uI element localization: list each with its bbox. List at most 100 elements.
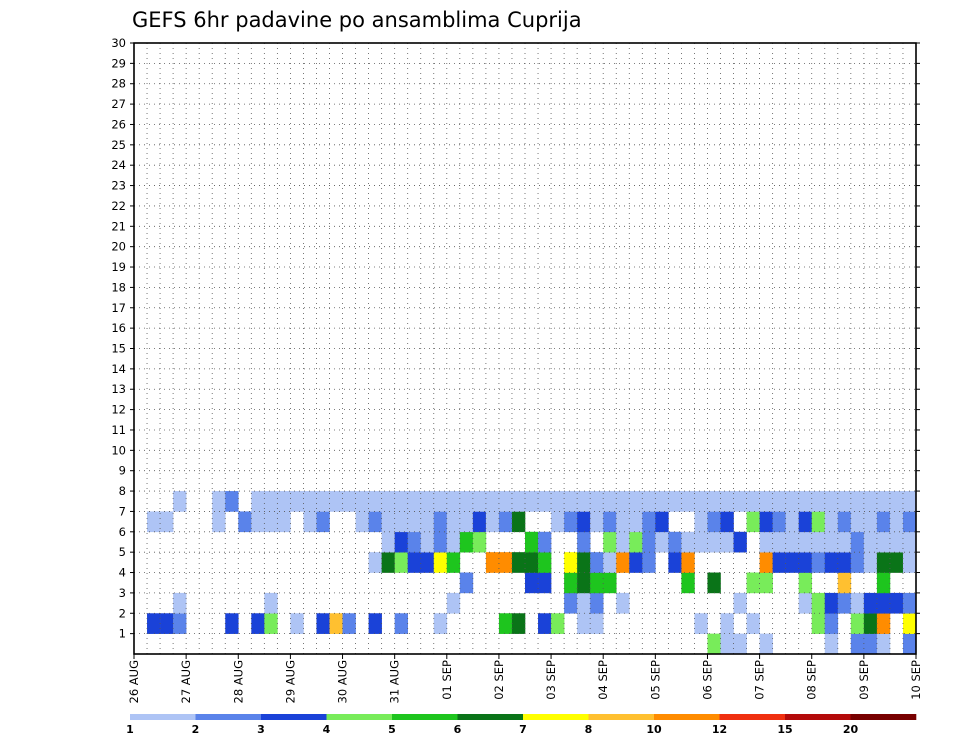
heatmap-cell [824,633,839,655]
heatmap-cell [603,531,617,553]
heatmap-cell [577,531,591,553]
heatmap-cell [577,511,591,533]
heatmap-cell [902,552,917,573]
heatmap-cell [863,613,878,634]
colorbar-tick-label: 2 [192,723,200,736]
heatmap-cell [173,613,187,634]
heatmap-cell [577,491,591,512]
heatmap-cell [759,633,773,655]
x-tick-label: 27 AUG [179,660,193,703]
y-tick-label: 12 [111,403,126,417]
heatmap-cell [863,511,878,533]
heatmap-cell [342,491,356,512]
heatmap-cell [655,491,669,512]
x-tick-label: 30 AUG [336,660,350,703]
heatmap-cell [707,572,721,594]
heatmap-cell [759,491,773,512]
heatmap-cell [811,531,826,553]
heatmap-cell [720,511,734,533]
heatmap-cell [564,572,578,594]
heatmap-cell [368,552,382,573]
colorbar-swatch [654,714,720,720]
heatmap-cell [342,613,356,634]
heatmap-cell [824,592,839,614]
heatmap-cell [577,572,591,594]
colorbar-tick-label: 8 [585,723,593,736]
heatmap-cell [160,511,174,533]
heatmap-cell [863,491,878,512]
heatmap-cell [459,572,474,594]
heatmap-cell [433,531,448,553]
heatmap-cell [590,491,604,512]
heatmap-cell [564,592,578,614]
heatmap-cell [616,511,630,533]
heatmap-cell [394,511,408,533]
x-tick-label: 26 AUG [127,660,141,703]
heatmap-cell [629,511,643,533]
heatmap-cell [694,613,708,634]
heatmap-cell [316,491,330,512]
heatmap-cell [472,491,487,512]
heatmap-cell [160,613,174,634]
colorbar-swatch [130,714,196,720]
heatmap-cell [590,613,604,634]
heatmap-cell [850,613,865,634]
heatmap-cell [381,552,395,573]
y-tick-label: 18 [111,280,126,294]
heatmap-cell [251,511,265,533]
colorbar: 1 2 3 4 5 6 7 8 10 12 15 20 [126,714,917,736]
heatmap-cell [485,552,500,573]
heatmap-cell [525,531,539,553]
heatmap-cell [850,552,865,573]
heatmap-cell [798,552,813,573]
x-tick-label: 06 SEP [700,660,714,700]
heatmap-cell [798,592,813,614]
heatmap-cell [746,613,760,634]
heatmap-cell [642,511,656,533]
x-tick-label: 29 AUG [283,660,297,703]
heatmap-cell [368,491,382,512]
heatmap-cell [525,552,539,573]
heatmap-cell [824,491,839,512]
colorbar-swatch [261,714,327,720]
heatmap-cell [889,491,904,512]
heatmap-cell [525,572,539,594]
heatmap-cell [446,511,461,533]
y-tick-label: 30 [111,36,126,50]
heatmap-cell [264,592,278,614]
heatmap-cell [577,613,591,634]
heatmap-cell [368,613,382,634]
y-tick-label: 10 [111,443,126,457]
heatmap-cell [655,531,669,553]
x-tick-label: 28 AUG [231,660,245,703]
heatmap-cell [707,491,721,512]
heatmap-cell [850,592,865,614]
heatmap-cell [681,491,695,512]
heatmap-cell [837,511,852,533]
colorbar-swatch [326,714,393,720]
heatmap-cell [837,531,852,553]
y-tick-label: 14 [111,362,126,376]
heatmap-cell [472,511,487,533]
heatmap-cell [407,552,422,573]
x-tick-label: 31 AUG [388,660,402,703]
heatmap-cell [394,552,408,573]
heatmap-cell [525,491,539,512]
heatmap-cell [902,491,917,512]
heatmap-cell [407,511,422,533]
heatmap-cell [616,531,630,553]
y-tick-label: 29 [111,56,126,70]
heatmap-cell [420,531,435,553]
colorbar-swatch [457,714,524,720]
x-tick-label: 01 SEP [440,660,454,700]
heatmap-cell [564,491,578,512]
heatmap-cell [642,552,656,573]
heatmap-cell [446,592,461,614]
heatmap-cell [798,531,813,553]
heatmap-cell [551,613,565,634]
heatmap-cell [238,511,252,533]
heatmap-cell [498,491,513,512]
colorbar-tick-label: 15 [777,723,792,736]
heatmap-cell [694,511,708,533]
